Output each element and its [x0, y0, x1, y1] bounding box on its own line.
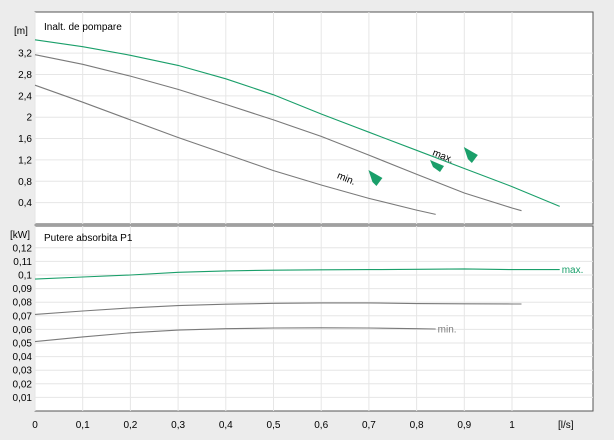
x-tick-label: 0,9 [457, 420, 471, 431]
x-tick-labels: 0 0,1 0,2 0,3 0,4 0,5 0,6 0,7 0,8 0,9 1 [32, 420, 515, 431]
y-tick-label: 3,2 [18, 49, 32, 60]
y-tick-label: 0,8 [18, 177, 32, 188]
curve-mid [34, 54, 522, 212]
y-tick-label: 0,05 [13, 339, 33, 350]
power-curve-panel: Putere absorbita P1 [kW] 0,010,020,030,0… [10, 225, 594, 412]
head-y-unit-label: [m] [14, 26, 28, 37]
y-tick-label: 0,12 [13, 243, 33, 254]
y-tick-label: 0,08 [13, 298, 33, 309]
y-tick-label: 1,2 [18, 155, 32, 166]
y-tick-label: 0,04 [13, 352, 33, 363]
head-panel-title: Inalt. de pompare [44, 22, 122, 33]
power-panel-title: Putere absorbita P1 [44, 233, 133, 244]
x-tick-label: 0,7 [362, 420, 376, 431]
y-tick-label: 0,09 [13, 284, 33, 295]
y-tick-label: 0,02 [13, 379, 33, 390]
x-tick-label: 0 [32, 420, 38, 431]
curve-max [34, 39, 560, 207]
x-tick-label: 0,3 [171, 420, 185, 431]
y-tick-label: 0,11 [13, 257, 32, 268]
curve-max [34, 268, 560, 280]
y-tick-label: 2,4 [18, 91, 32, 102]
x-tick-label: 0,5 [267, 420, 281, 431]
y-tick-label: 0,06 [13, 325, 33, 336]
curve-min [34, 84, 436, 215]
power-plot-area [34, 225, 594, 412]
x-tick-label: 0,1 [76, 420, 90, 431]
power-curves [34, 268, 560, 343]
x-tick-label: 0,6 [314, 420, 328, 431]
y-tick-label: 1,6 [18, 134, 32, 145]
curve-end-label: min. [438, 324, 457, 335]
y-tick-label: 0,07 [13, 311, 33, 322]
power-y-tick-labels: 0,01 0,02 0,03 0,04 0,05 0,06 0,07 0,08 0,09 0,1 0… [13, 243, 33, 404]
curve-mid [34, 302, 522, 315]
head-plot-area [34, 11, 594, 225]
head-grid [34, 12, 593, 224]
y-tick-label: 2,8 [18, 70, 32, 81]
direction-marker [368, 169, 383, 186]
y-tick-label: 0,4 [18, 198, 32, 209]
power-curve-labels: max. min. [438, 265, 584, 335]
y-tick-label: 0,03 [13, 366, 33, 377]
head-y-tick-labels: 0,4 0,8 1,2 1,6 2 2,4 2,8 3,2 [18, 49, 32, 210]
y-tick-label: 2 [26, 113, 32, 124]
x-unit-label: [l/s] [558, 420, 574, 431]
x-tick-label: 1 [509, 420, 515, 431]
power-grid [34, 226, 593, 411]
y-tick-label: 0,01 [13, 393, 33, 404]
x-tick-label: 0,4 [219, 420, 233, 431]
curve-end-label: max. [562, 265, 584, 276]
direction-marker [463, 146, 478, 163]
power-y-unit-label: [kW] [10, 230, 30, 241]
x-tick-label: 0,8 [410, 420, 424, 431]
x-tick-label: 0,2 [123, 420, 137, 431]
y-tick-label: 0,1 [18, 271, 32, 282]
head-curves [34, 39, 560, 215]
direction-marker [430, 160, 444, 172]
head-curve-panel: Inalt. de pompare [m] 0,4 0,8 1,2 1,6 2 2,4 2,… [14, 11, 594, 225]
curve-min [34, 327, 436, 343]
